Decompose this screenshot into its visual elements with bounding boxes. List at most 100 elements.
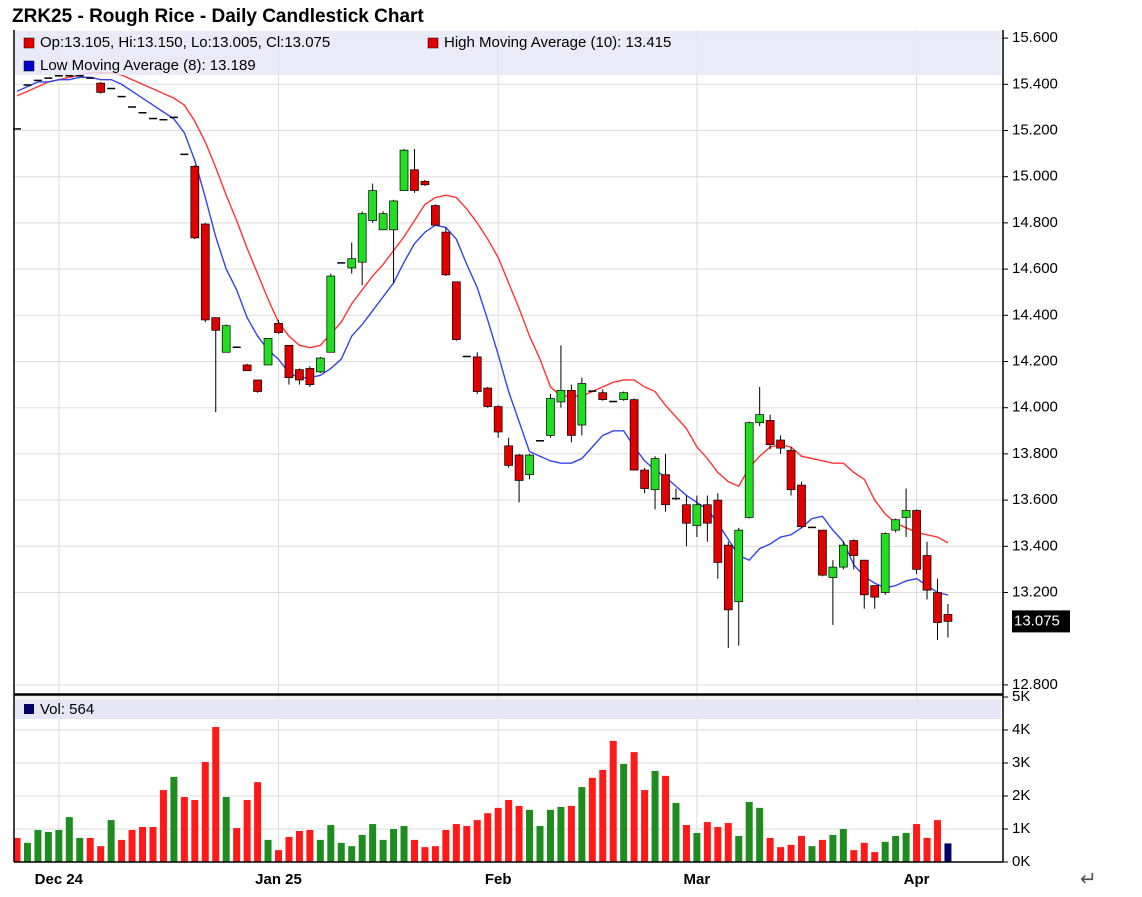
volume-bar — [13, 837, 21, 862]
volume-bar — [170, 776, 178, 862]
candle-body — [86, 77, 95, 79]
candle-body — [441, 231, 451, 276]
candle-body — [65, 75, 74, 77]
volume-bar — [682, 825, 690, 862]
volume-bar — [44, 831, 52, 862]
candle-body — [619, 392, 629, 400]
y-tick-label: 14.800 — [1012, 214, 1058, 231]
volume-bar — [484, 813, 492, 862]
volume-bar — [777, 847, 785, 862]
volume-bar — [243, 799, 251, 862]
candle-body — [190, 165, 200, 239]
candle-body — [315, 357, 325, 373]
volume-bar — [275, 850, 282, 862]
volume-bar — [316, 839, 324, 862]
candle-body — [483, 387, 493, 407]
volume-bar — [191, 799, 199, 862]
candle-body — [263, 338, 273, 366]
volume-bar — [55, 829, 63, 862]
volume-bar — [588, 777, 596, 862]
legend-swatch — [427, 37, 439, 49]
candle-body — [54, 75, 63, 77]
volume-bar — [358, 834, 366, 862]
candle-body — [859, 559, 869, 596]
candle-body — [703, 504, 712, 524]
volume-bar — [390, 829, 398, 862]
candle-body — [588, 390, 597, 392]
volume-bar — [578, 787, 586, 862]
volume-bar — [400, 826, 408, 862]
y-tick-label: 14.400 — [1012, 306, 1058, 323]
y-tick-label: 13.800 — [1012, 445, 1058, 462]
volume-bar — [295, 830, 303, 862]
candle-body — [536, 440, 544, 442]
volume-bar — [421, 847, 429, 862]
volume-bar — [546, 809, 554, 862]
vol-legend-swatch — [24, 704, 34, 714]
x-tick-label: Jan 25 — [255, 871, 302, 888]
candle-body — [640, 469, 649, 489]
candle-body — [347, 258, 357, 269]
volume-bar — [118, 839, 126, 862]
volume-bar — [724, 823, 732, 862]
volume-bar — [892, 835, 900, 862]
volume-bar — [641, 790, 649, 862]
chart-title: ZRK25 - Rough Rice - Daily Candlestick C… — [12, 6, 424, 27]
volume-bar — [76, 837, 84, 862]
candle-body — [13, 128, 21, 130]
volume-bar — [923, 837, 931, 862]
volume-bar — [818, 839, 826, 862]
candle-body — [128, 106, 137, 108]
volume-bar — [431, 846, 439, 862]
candle-body — [755, 414, 765, 424]
volume-bar — [463, 826, 471, 862]
volume-bar — [86, 837, 94, 862]
x-tick-label: Apr — [904, 871, 930, 888]
candle-body — [462, 355, 471, 358]
legend-swatch — [23, 60, 35, 72]
volume-bar — [672, 802, 680, 862]
volume-bar — [254, 782, 262, 862]
candle-body — [797, 484, 806, 528]
vol-legend-label: Vol: 564 — [40, 701, 94, 718]
volume-bar — [798, 835, 805, 862]
volume-bar — [808, 846, 816, 862]
candle-body — [44, 77, 53, 79]
candle-body — [75, 75, 84, 77]
volume-bar — [536, 826, 544, 862]
y-tick-label: 13.200 — [1012, 583, 1058, 600]
candle-body — [326, 275, 336, 353]
legend-label: Low Moving Average (8): 13.189 — [40, 57, 256, 74]
candle-body — [577, 383, 587, 426]
candle-body — [818, 529, 827, 576]
volume-bar — [212, 727, 220, 862]
volume-bar — [348, 846, 356, 862]
volume-bar — [871, 852, 879, 862]
volume-bar — [714, 827, 722, 862]
candle-body — [870, 585, 880, 598]
volume-bar — [662, 775, 670, 862]
candle-body — [880, 533, 890, 593]
candle-body — [692, 504, 702, 526]
legend-band — [15, 31, 1001, 75]
y-tick-label: 14.000 — [1012, 399, 1058, 416]
vol-tick-label: 4K — [1012, 721, 1030, 738]
candle-body — [671, 497, 680, 500]
candle-body — [514, 454, 524, 481]
candle-body — [598, 392, 608, 400]
candle-body — [734, 529, 744, 603]
candle-body — [242, 364, 252, 372]
candle-body — [828, 566, 838, 578]
candle-body — [776, 439, 785, 449]
candle-body — [274, 323, 283, 333]
candle-body — [922, 555, 932, 591]
vol-tick-label: 2K — [1012, 787, 1030, 804]
volume-bar — [735, 835, 743, 862]
candle-body — [169, 116, 178, 119]
candle-body — [138, 112, 147, 114]
y-tick-label: 15.000 — [1012, 168, 1058, 185]
candle-body — [744, 422, 754, 518]
y-tick-label: 12.800 — [1012, 676, 1058, 693]
candle-body — [180, 153, 189, 156]
candle-body — [357, 213, 367, 263]
